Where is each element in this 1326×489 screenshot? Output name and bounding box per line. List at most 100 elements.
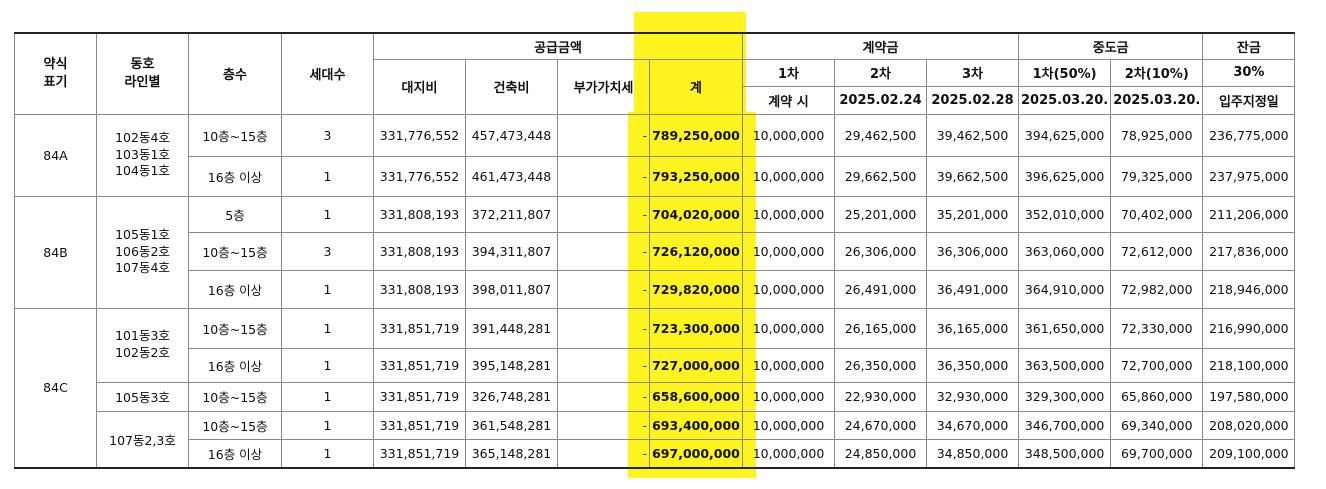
land-cell: 331,851,719 (373, 307, 466, 349)
type-cell: 84C (14, 307, 97, 469)
vat-cell: - (557, 438, 650, 469)
mid1-cell: 363,060,000 (1017, 231, 1112, 271)
mid2-cell: 65,860,000 (1110, 381, 1204, 412)
header-m1-date: 2025.03.20. (1017, 85, 1112, 115)
header-total: 계 (649, 58, 743, 115)
header-floor: 층수 (188, 32, 282, 115)
land-cell: 331,776,552 (373, 113, 466, 157)
units-cell: 1 (281, 347, 374, 383)
vat-cell: - (557, 231, 650, 271)
floor-cell: 10층~15층 (188, 113, 282, 157)
contract3-cell: 32,930,000 (926, 381, 1019, 412)
build-cell: 326,748,281 (465, 381, 558, 412)
mid1-cell: 363,500,000 (1017, 347, 1112, 383)
balance-cell: 217,836,000 (1202, 231, 1296, 271)
contract3-cell: 35,201,000 (926, 195, 1019, 233)
table-row: 16층 이상 1 331,851,719 395,148,281 - 727,0… (15, 347, 1296, 383)
balance-cell: 237,975,000 (1202, 155, 1296, 197)
table-row: 84C 101동3호 102동2호 10층~15층 1 331,851,719 … (14, 307, 1296, 469)
total-cell: 704,020,000 (649, 195, 743, 233)
mid2-cell: 69,700,000 (1110, 438, 1204, 469)
table-row: 84B 105동1호 106동2호 107동4호 5층 1 331,808,19… (14, 195, 1296, 309)
header-balance-date: 입주지정일 (1202, 85, 1296, 115)
contract1-cell: 10,000,000 (742, 231, 835, 271)
contract3-cell: 34,850,000 (926, 438, 1019, 469)
total-cell: 723,300,000 (649, 307, 743, 349)
table-row: 107동2,3호 10층~15층 1 331,851,719 361,548,2… (15, 410, 1296, 469)
total-cell: 726,120,000 (649, 231, 743, 271)
mid1-cell: 346,700,000 (1017, 410, 1112, 440)
contract3-cell: 36,306,000 (926, 231, 1019, 271)
header-balance: 잔금 (1202, 32, 1296, 60)
header-c3-date: 2025.02.28 (926, 85, 1019, 115)
contract3-cell: 36,491,000 (926, 269, 1019, 309)
build-cell: 457,473,448 (465, 113, 558, 157)
mid2-cell: 72,700,000 (1110, 347, 1204, 383)
total-cell: 789,250,000 (649, 113, 743, 157)
units-cell: 1 (281, 410, 374, 440)
contract3-cell: 39,462,500 (926, 113, 1019, 157)
header-c2-date: 2025.02.24 (834, 85, 927, 115)
land-cell: 331,851,719 (373, 381, 466, 412)
vat-cell: - (557, 307, 650, 349)
build-cell: 391,448,281 (465, 307, 558, 349)
floor-cell: 16층 이상 (188, 269, 282, 309)
mid2-cell: 79,325,000 (1110, 155, 1204, 197)
header-m2-date: 2025.03.20. (1110, 85, 1204, 115)
units-cell: 1 (281, 307, 374, 349)
contract3-cell: 36,165,000 (926, 307, 1019, 349)
units-cell: 1 (281, 269, 374, 309)
table-row: 105동3호 10층~15층 1 331,851,719 326,748,281… (15, 381, 1296, 412)
mid1-cell: 394,625,000 (1017, 113, 1112, 157)
line-cell: 105동3호 (96, 381, 189, 412)
build-cell: 395,148,281 (465, 347, 558, 383)
build-cell: 394,311,807 (465, 231, 558, 271)
mid2-cell: 72,982,000 (1110, 269, 1204, 309)
balance-cell: 218,100,000 (1202, 347, 1296, 383)
line-cell: 102동4호 103동1호 104동1호 (96, 113, 189, 197)
units-cell: 1 (281, 381, 374, 412)
type-cell: 84B (14, 195, 97, 309)
total-cell: 793,250,000 (649, 155, 743, 197)
header-supply: 공급금액 (373, 32, 743, 60)
contract1-cell: 10,000,000 (742, 438, 835, 469)
land-cell: 331,851,719 (373, 438, 466, 469)
header-contract: 계약금 (742, 32, 1019, 60)
build-cell: 365,148,281 (465, 438, 558, 469)
contract2-cell: 24,670,000 (834, 410, 927, 440)
balance-cell: 211,206,000 (1202, 195, 1296, 233)
mid2-cell: 70,402,000 (1110, 195, 1204, 233)
floor-cell: 10층~15층 (188, 231, 282, 271)
build-cell: 361,548,281 (465, 410, 558, 440)
contract3-cell: 36,350,000 (926, 347, 1019, 383)
vat-cell: - (557, 155, 650, 197)
type-cell: 84A (14, 113, 97, 197)
units-cell: 1 (281, 195, 374, 233)
vat-cell: - (557, 269, 650, 309)
contract2-cell: 26,350,000 (834, 347, 927, 383)
build-cell: 461,473,448 (465, 155, 558, 197)
line-cell: 107동2,3호 (96, 410, 189, 469)
units-cell: 3 (281, 231, 374, 271)
contract1-cell: 10,000,000 (742, 155, 835, 197)
balance-cell: 197,580,000 (1202, 381, 1296, 412)
floor-cell: 16층 이상 (188, 155, 282, 197)
header-balance-pct: 30% (1202, 58, 1296, 87)
land-cell: 331,851,719 (373, 347, 466, 383)
table-row: 16층 이상 1 331,808,193 398,011,807 - 729,8… (15, 269, 1296, 309)
total-cell: 697,000,000 (649, 438, 743, 469)
vat-cell: - (557, 113, 650, 157)
contract1-cell: 10,000,000 (742, 113, 835, 157)
contract2-cell: 26,165,000 (834, 307, 927, 349)
table-row: 10층~15층 3 331,808,193 394,311,807 - 726,… (15, 231, 1296, 271)
balance-cell: 209,100,000 (1202, 438, 1296, 469)
vat-cell: - (557, 381, 650, 412)
header-m2: 2차(10%) (1110, 58, 1204, 87)
contract1-cell: 10,000,000 (742, 381, 835, 412)
land-cell: 331,776,552 (373, 155, 466, 197)
total-cell: 693,400,000 (649, 410, 743, 440)
units-cell: 1 (281, 438, 374, 469)
vat-cell: - (557, 195, 650, 233)
contract1-cell: 10,000,000 (742, 347, 835, 383)
floor-cell: 10층~15층 (188, 410, 282, 440)
